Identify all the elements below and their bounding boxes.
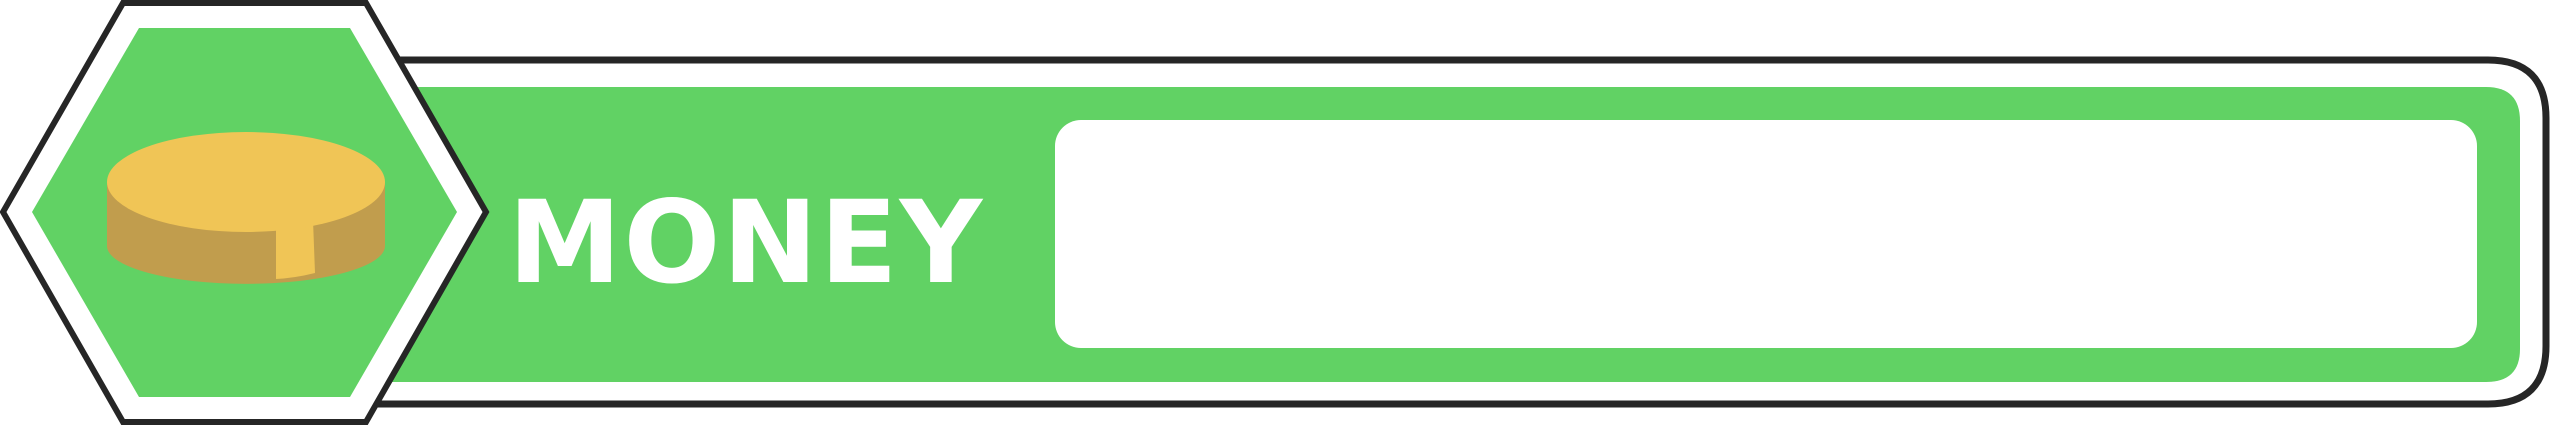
coin-icon	[107, 132, 385, 284]
money-value-field	[1055, 120, 2477, 348]
money-label: MONEY	[508, 176, 984, 309]
